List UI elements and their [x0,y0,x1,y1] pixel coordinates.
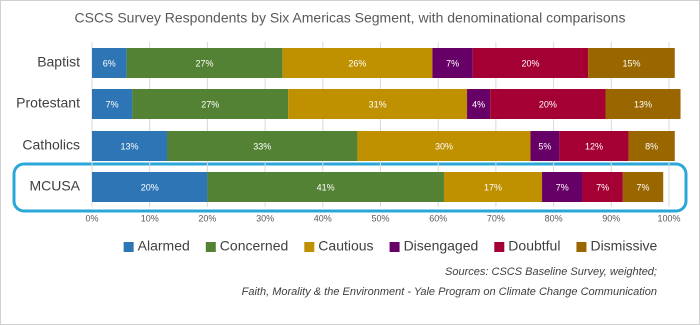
legend-label: Dismissive [590,238,657,254]
data-label: 7% [556,182,569,192]
data-label: 20% [539,99,557,109]
data-label: 6% [103,58,116,68]
legend-label: Disengaged [404,238,479,254]
data-label: 26% [348,58,366,68]
bar-segment [588,48,675,78]
data-label: 4% [472,99,485,109]
legend-swatch [123,242,134,252]
bar-segment [443,172,543,202]
bar-segment [472,48,589,78]
bars: Baptist 6% 27% 26% 7% 20% 15% Protestant 7% 27% 31… [16,48,681,202]
x-tick-label: 100% [657,213,680,223]
x-tick-label: 50% [371,213,389,223]
x-tick-label: 70% [487,213,505,223]
data-label: 30% [435,141,453,151]
data-label: 17% [484,182,502,192]
bar-segment [126,48,283,78]
source-line: Sources: CSCS Baseline Survey, weighted; [445,266,657,278]
bar-segment [92,172,208,202]
data-label: 7% [446,58,459,68]
bar-segment [207,172,444,202]
legend-label: Doubtful [508,238,560,254]
bar-segment [628,131,675,161]
chart-title: CSCS Survey Respondents by Six Americas … [75,10,626,26]
data-label: 12% [585,141,603,151]
category-label: MCUSA [29,178,80,194]
data-label: 13% [120,141,138,151]
x-tick-label: 10% [141,213,159,223]
legend-swatch [494,242,505,252]
data-label: 7% [106,99,119,109]
x-tick-label: 90% [602,213,620,223]
legend-label: Concerned [220,238,289,254]
bar-segment [282,48,433,78]
data-label: 15% [622,58,640,68]
legend-swatch [576,242,587,252]
bar-segment [432,48,473,78]
bar-segment [288,89,468,119]
data-label: 27% [196,58,214,68]
data-label: 20% [141,182,159,192]
legend-swatch [389,242,400,252]
category-label: Catholics [22,137,80,153]
data-label: 5% [538,141,551,151]
legend-swatch [205,242,216,252]
data-label: 20% [522,58,540,68]
bar-segment [467,89,491,119]
bar-segment [92,131,168,161]
x-tick-label: 20% [198,213,216,223]
bar-segment [132,89,289,119]
data-label: 7% [637,182,650,192]
x-tick-label: 80% [545,213,563,223]
legend-label: Alarmed [138,238,190,254]
x-tick-label: 60% [429,213,447,223]
category-label: Baptist [37,54,80,70]
highlight-frame [12,162,688,213]
x-tick-label: 0% [85,213,98,223]
data-label: 33% [253,141,271,151]
data-label: 31% [369,99,387,109]
category-label: Protestant [16,95,80,111]
legend: Alarmed Concerned Cautious Disengaged Doubtf… [123,238,658,254]
data-label: 27% [201,99,219,109]
bar-segment [167,131,358,161]
data-label: 41% [317,182,335,192]
bar-segment [542,172,583,202]
legend-swatch [304,242,315,252]
bar-segment [559,131,629,161]
source-line: Faith, Morality & the Environment - Yale… [242,286,657,298]
bar-segment [92,48,127,78]
bar-segment [530,131,560,161]
x-tick-label: 40% [314,213,332,223]
bar-segment [582,172,623,202]
bar-segment [92,89,133,119]
x-tick-label: 30% [256,213,274,223]
bar-segment [490,89,606,119]
data-label: 8% [645,141,658,151]
data-label: 7% [596,182,609,192]
data-label: 13% [634,99,652,109]
bar-segment [622,172,664,202]
bar-segment [605,89,681,119]
legend-label: Cautious [318,238,373,254]
bar-segment [357,131,531,161]
